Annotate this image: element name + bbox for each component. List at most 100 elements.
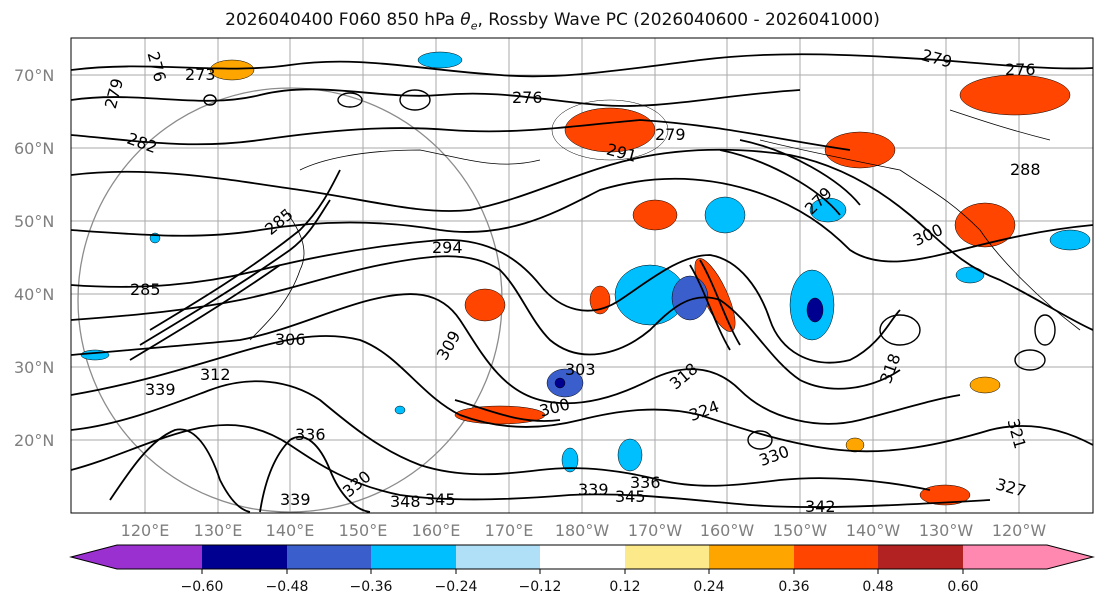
anomaly-positive <box>454 405 546 425</box>
contour-label: 345 <box>425 490 456 509</box>
lon-label: 150°E <box>339 521 388 540</box>
lon-label: 120°E <box>121 521 170 540</box>
minor-contour <box>1014 349 1046 371</box>
colorbar-tick: −0.60 <box>181 579 224 595</box>
anomaly-negative <box>806 297 824 323</box>
lat-label: 70°N <box>14 66 54 85</box>
contour-label: 303 <box>565 360 596 379</box>
colorbar-bin <box>202 545 287 569</box>
colorbar-bin <box>709 545 794 569</box>
anomaly-shading <box>80 51 1091 506</box>
contour-label: 339 <box>145 380 176 399</box>
contour-label: 345 <box>615 487 646 506</box>
colorbar-tick: −0.36 <box>350 579 393 595</box>
colorbar-tick: −0.24 <box>435 579 478 595</box>
colorbar-tick: 0.12 <box>609 579 640 595</box>
title-prefix: 2026040400 F060 850 hPa <box>225 10 461 30</box>
lon-label: 160°W <box>700 521 755 540</box>
contour-label: 336 <box>630 473 661 492</box>
colorbar-tick: −0.48 <box>266 579 309 595</box>
longitude-labels: 120°E 130°E 140°E 150°E 160°E 170°E 180°… <box>121 521 1047 540</box>
colorbar: −0.60 −0.48 −0.36 −0.24 −0.12 0.12 0.24 … <box>69 544 1095 595</box>
minor-contour <box>747 430 773 450</box>
anomaly-positive <box>919 484 971 506</box>
map-panel: 273 276 279 282 285 279 276 276 291 279 … <box>71 38 1093 516</box>
map-frame <box>70 37 1094 514</box>
colorbar-bin <box>794 545 878 569</box>
anomaly-negative <box>417 51 463 69</box>
anomaly-positive <box>564 107 656 153</box>
anomaly-positive <box>845 437 865 453</box>
contour-label: 339 <box>578 480 609 499</box>
colorbar-bin <box>371 545 456 569</box>
lon-label: 130°E <box>194 521 243 540</box>
anomaly-negative <box>554 377 566 389</box>
anomaly-positive <box>969 376 1001 394</box>
lon-label: 160°E <box>412 521 461 540</box>
anomaly-positive <box>824 131 896 169</box>
lon-label: 170°W <box>628 521 683 540</box>
lat-label: 20°N <box>14 431 54 450</box>
latitude-labels: 70°N 60°N 50°N 40°N 30°N 20°N <box>14 66 54 450</box>
lon-label: 140°E <box>266 521 315 540</box>
map-title: 2026040400 F060 850 hPa θe, Rossby Wave … <box>0 10 1105 32</box>
anomaly-positive <box>954 202 1016 248</box>
minor-contour <box>399 89 431 111</box>
contour-label: 348 <box>390 492 421 511</box>
contour-label: 288 <box>1010 160 1041 179</box>
anomaly-negative <box>704 196 746 234</box>
lon-label: 180°W <box>555 521 610 540</box>
contour-label: 294 <box>432 238 463 257</box>
graticule <box>71 38 1093 513</box>
colorbar-bin <box>625 545 709 569</box>
anomaly-positive <box>632 199 678 231</box>
anomaly-positive <box>959 74 1071 116</box>
lon-label: 170°E <box>485 521 534 540</box>
theta-e-contours <box>71 53 1093 513</box>
minor-contours <box>203 89 1056 450</box>
colorbar-bin <box>540 545 625 569</box>
title-suffix: , Rossby Wave PC (2026040600 - 202604100… <box>477 10 880 30</box>
contour-label: 285 <box>130 280 161 299</box>
contour-label: 273 <box>185 65 216 84</box>
theta-subscript: e <box>470 19 478 33</box>
colorbar-bin <box>456 545 540 569</box>
minor-contour <box>203 94 217 106</box>
anomaly-negative <box>561 447 579 473</box>
lon-label: 140°W <box>846 521 901 540</box>
anomaly-negative <box>809 197 847 223</box>
anomaly-positive <box>464 288 506 322</box>
minor-contour <box>337 92 363 108</box>
anomaly-negative <box>394 405 406 415</box>
theta-symbol: θ <box>460 10 471 30</box>
lon-label: 130°W <box>919 521 974 540</box>
contour-label: 336 <box>295 425 326 444</box>
colorbar-bin <box>963 545 1047 569</box>
colorbar-bin <box>117 545 202 569</box>
colorbar-tick: 0.60 <box>947 579 978 595</box>
lat-label: 50°N <box>14 212 54 231</box>
colorbar-tick: −0.12 <box>519 579 562 595</box>
contour-label: 276 <box>512 88 543 107</box>
colorbar-tick: 0.48 <box>862 579 893 595</box>
lon-label: 150°W <box>773 521 828 540</box>
lon-label: 120°W <box>992 521 1047 540</box>
anomaly-positive <box>209 59 255 81</box>
contour-label: 342 <box>805 497 836 516</box>
anomaly-negative <box>955 266 985 284</box>
colorbar-outline <box>69 544 1095 570</box>
anomaly-positive <box>551 99 669 161</box>
colorbar-low-extend <box>71 545 117 569</box>
anomaly-negative <box>1049 229 1091 251</box>
contour-label: 276 <box>1005 60 1036 79</box>
minor-contour <box>879 314 921 346</box>
lat-label: 40°N <box>14 285 54 304</box>
minor-contour <box>1034 314 1056 346</box>
colorbar-high-extend <box>1047 545 1093 569</box>
coastlines <box>249 109 1081 341</box>
lat-label: 30°N <box>14 358 54 377</box>
contour-label: 279 <box>655 125 686 144</box>
colorbar-tick: 0.24 <box>693 579 724 595</box>
colorbar-bin <box>287 545 371 569</box>
